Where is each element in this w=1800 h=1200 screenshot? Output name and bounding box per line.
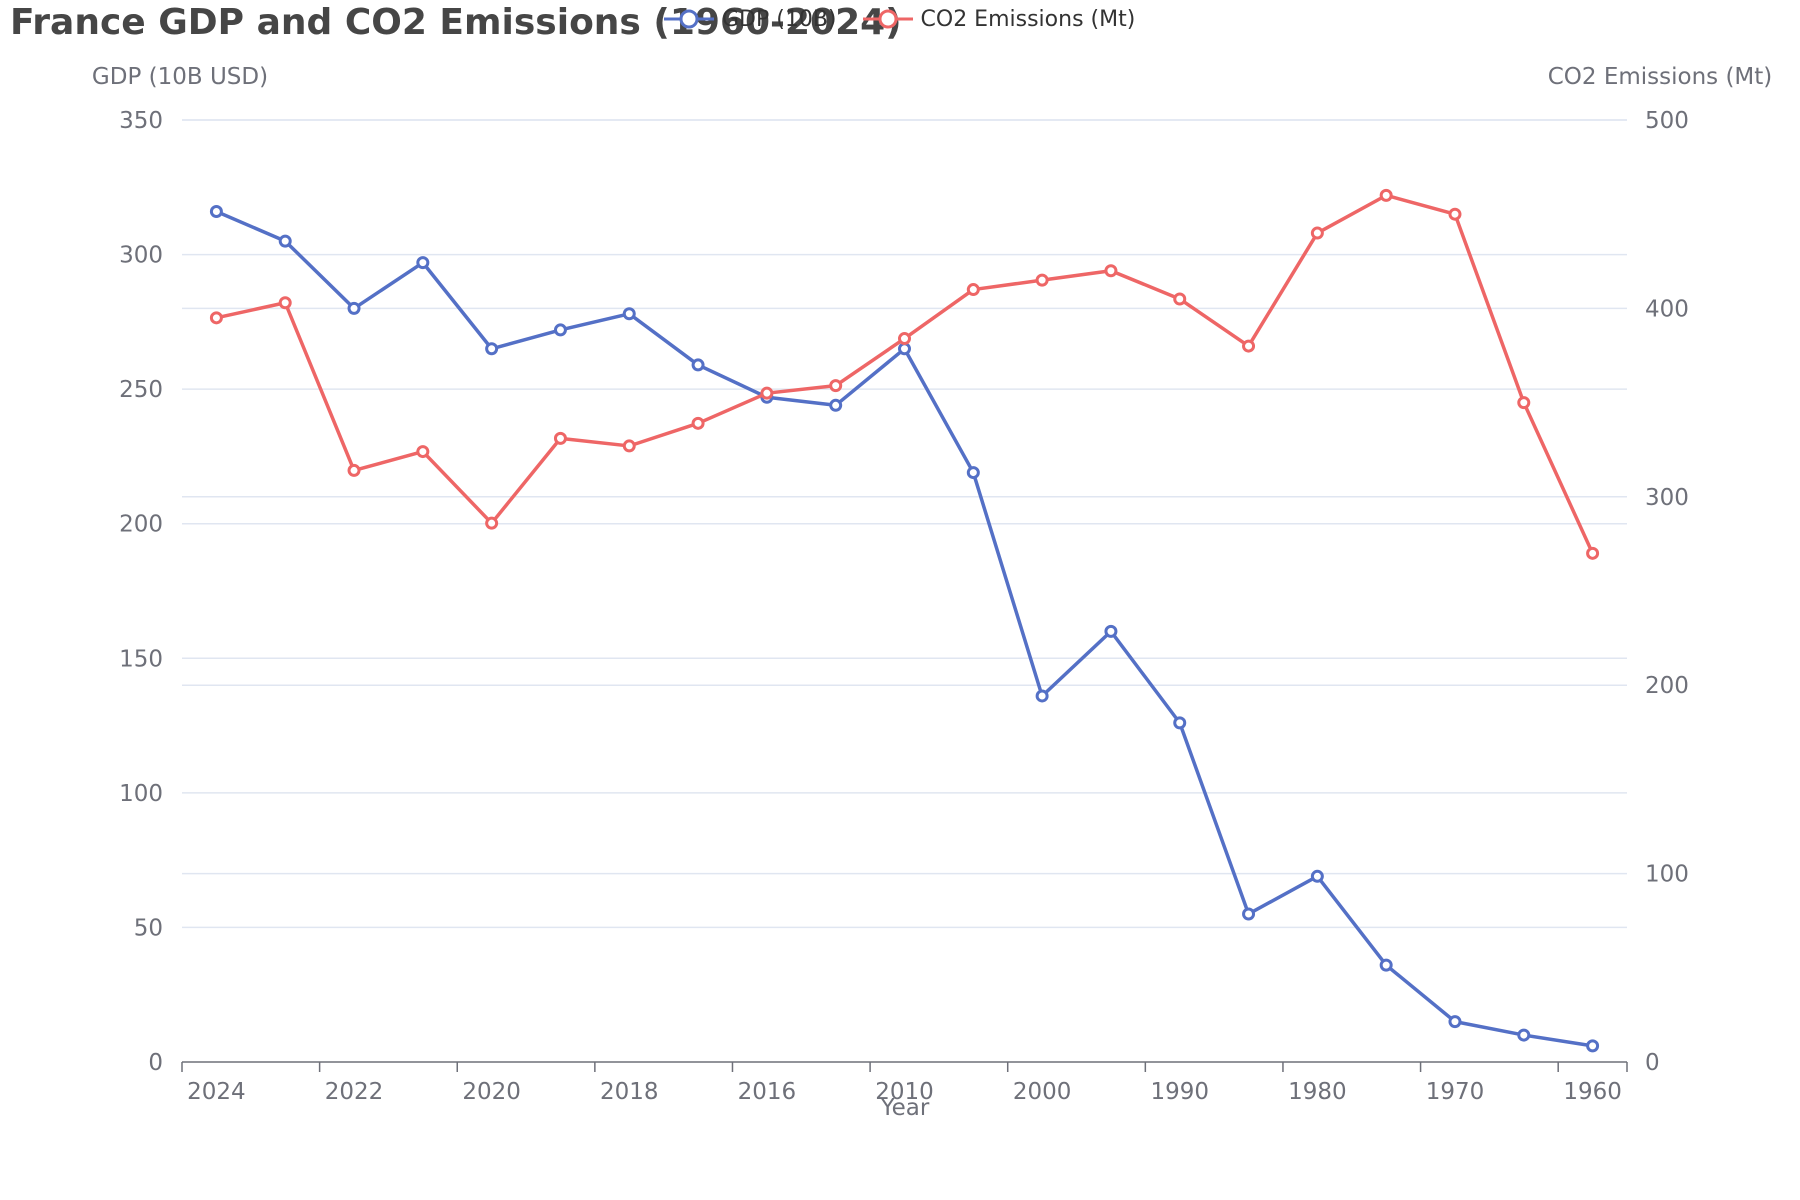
left-tick-label: 250 [119, 377, 163, 403]
legend-gdp-symbol [664, 9, 714, 29]
data-point-gdp[interactable] [1586, 1039, 1600, 1053]
data-point-gdp[interactable] [416, 256, 430, 270]
data-point-gdp[interactable] [829, 398, 843, 412]
data-point-gdp[interactable] [1035, 689, 1049, 703]
data-point-co2[interactable] [553, 431, 567, 445]
x-tick-label: 1980 [1288, 1079, 1347, 1105]
left-tick-label: 0 [148, 1050, 163, 1076]
series-lines [209, 188, 1600, 1053]
data-point-co2[interactable] [622, 439, 636, 453]
legend-item-gdp[interactable]: GDP (10B) [664, 6, 837, 32]
data-point-gdp[interactable] [1448, 1015, 1462, 1029]
x-tick-label: 2018 [600, 1079, 659, 1105]
x-tick-label: 1970 [1426, 1079, 1485, 1105]
data-point-gdp[interactable] [691, 358, 705, 372]
grid-lines [182, 119, 1627, 929]
data-point-co2[interactable] [278, 296, 292, 310]
data-point-co2[interactable] [1379, 188, 1393, 202]
data-point-gdp[interactable] [1242, 907, 1256, 921]
data-point-co2[interactable] [966, 283, 980, 297]
data-point-gdp[interactable] [1104, 624, 1118, 638]
data-point-co2[interactable] [691, 416, 705, 430]
data-point-co2[interactable] [1035, 273, 1049, 287]
data-point-co2[interactable] [1310, 226, 1324, 240]
left-tick-label: 350 [119, 108, 163, 134]
data-point-co2[interactable] [485, 516, 499, 530]
x-tick-label: 2010 [875, 1079, 934, 1105]
data-point-gdp[interactable] [485, 342, 499, 356]
x-tick-label: 1990 [1150, 1079, 1209, 1105]
data-point-co2[interactable] [416, 445, 430, 459]
right-tick-label: 100 [1645, 862, 1689, 888]
data-point-gdp[interactable] [622, 307, 636, 321]
right-tick-label: 300 [1645, 485, 1689, 511]
right-tick-label: 500 [1645, 108, 1689, 134]
data-point-gdp[interactable] [1379, 958, 1393, 972]
axes: 0 50 100 150 200 250 300 350 0 100 200 300 400 500 202… [119, 108, 1689, 1105]
right-tick-label: 0 [1645, 1050, 1660, 1076]
right-tick-label: 400 [1645, 296, 1689, 322]
x-tick-label: 2024 [187, 1079, 246, 1105]
data-point-co2[interactable] [829, 379, 843, 393]
legend-item-co2[interactable]: CO2 Emissions (Mt) [862, 6, 1136, 32]
data-point-gdp[interactable] [1517, 1028, 1531, 1042]
data-point-co2[interactable] [209, 311, 223, 325]
left-tick-label: 200 [119, 512, 163, 538]
x-tick-label: 2020 [462, 1079, 521, 1105]
x-tick-label: 1960 [1563, 1079, 1622, 1105]
data-point-co2[interactable] [1448, 207, 1462, 221]
legend-gdp-label: GDP (10B) [722, 6, 837, 32]
legend-co2-symbol [862, 9, 913, 29]
data-point-gdp[interactable] [278, 234, 292, 248]
right-tick-label: 200 [1645, 673, 1689, 699]
legend-co2-label: CO2 Emissions (Mt) [920, 6, 1136, 32]
right-axis-title: CO2 Emissions (Mt) [1548, 64, 1773, 90]
data-point-co2[interactable] [760, 386, 774, 400]
data-point-co2[interactable] [1517, 396, 1531, 410]
data-point-co2[interactable] [898, 332, 911, 346]
data-point-gdp[interactable] [1173, 716, 1187, 730]
data-point-gdp[interactable] [347, 301, 361, 315]
left-tick-label: 150 [119, 646, 163, 672]
x-tick-label: 2000 [1013, 1079, 1072, 1105]
data-point-gdp[interactable] [1310, 869, 1324, 883]
series-line-co2 [216, 193, 1595, 555]
data-point-co2[interactable] [1242, 339, 1256, 353]
data-point-gdp[interactable] [898, 342, 911, 356]
legend: GDP (10B) CO2 Emissions (Mt) [664, 6, 1161, 32]
data-point-co2[interactable] [1104, 264, 1118, 278]
data-point-co2[interactable] [347, 463, 361, 477]
left-tick-label: 300 [119, 243, 163, 269]
left-tick-label: 50 [134, 915, 163, 941]
x-axis-title: Year [880, 1095, 930, 1121]
data-point-gdp[interactable] [553, 323, 567, 337]
data-point-gdp[interactable] [966, 466, 980, 480]
data-point-co2[interactable] [1173, 292, 1187, 306]
left-tick-label: 100 [119, 781, 163, 807]
data-point-co2[interactable] [1586, 546, 1600, 560]
data-point-gdp[interactable] [209, 205, 223, 219]
left-axis-title: GDP (10B USD) [92, 64, 268, 90]
x-tick-label: 2016 [738, 1079, 797, 1105]
chart-title: France GDP and CO2 Emissions (1960-2024) [10, 2, 902, 43]
x-tick-label: 2022 [325, 1079, 384, 1105]
